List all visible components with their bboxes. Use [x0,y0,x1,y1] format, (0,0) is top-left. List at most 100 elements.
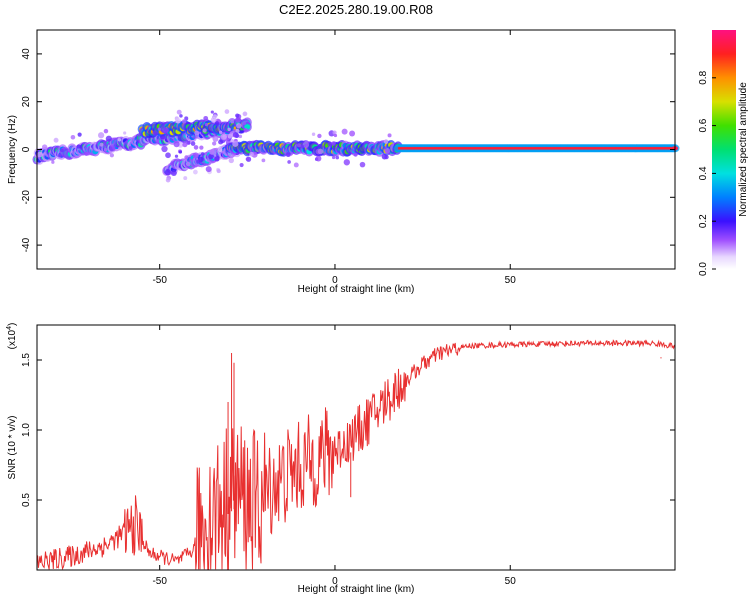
spectrogram-speckle [230,119,235,124]
spectrogram-speckle [186,140,191,145]
spectrogram-speckle [182,142,188,148]
spectrogram-speckle [179,114,183,118]
snr-scale-suffix: ) [7,323,18,326]
spectrogram-speckle [178,150,183,154]
snr-ylabel: SNR (10 * v/v) [7,416,18,480]
spectrogram-speckle [384,148,391,154]
spectrogram-speckle [109,145,116,152]
snr-ytick-label: 0.5 [21,493,32,507]
colorbar-tick-label: 0.6 [698,118,709,132]
spectrogram-speckle [70,134,76,140]
spectrogram-marks [32,109,680,183]
spectrogram-speckle [208,153,214,160]
spectrogram-carrier-line [398,147,675,150]
spectrogram-speckle [128,146,133,150]
spectrogram-ytick-label: 40 [21,48,32,60]
spectrogram-speckle [245,157,250,161]
snr-xtick-label: 0 [332,576,338,587]
spectrogram-speckle [300,144,305,149]
spectrogram-speckle [227,134,233,139]
snr-scale-prefix: (x10 [7,329,18,349]
spectrogram-speckle [99,142,104,147]
spectrogram-speckle [199,145,204,150]
spectrogram-speckle [228,157,234,164]
spectrogram-speckle [77,132,82,137]
spectrogram-speckle [235,113,240,118]
spectrogram-speckle [331,155,336,160]
colorbar-gradient [712,30,736,269]
spectrogram-ytick-label: 0 [21,146,32,152]
spectrogram-speckle [41,144,48,150]
snr-ytick-label: 1.5 [21,353,32,367]
spectrogram-speckle [261,158,266,163]
spectrogram-speckle [174,154,179,158]
colorbar-tick-label: 0.8 [698,70,709,84]
spectrogram-speckle [214,156,220,162]
colorbar-ticks: 0.0 0.2 0.4 0.6 0.8 [698,70,716,276]
spectrogram-speckle [170,161,175,166]
spectrogram-speckle [232,140,239,147]
spectrogram-ylabel: Frequency (Hz) [7,115,18,184]
spectrogram-speckle [204,122,208,127]
spectrogram-speckle [216,169,221,174]
spectrogram-speckle [296,143,301,148]
spectrogram-speckle [239,162,244,168]
spectrogram-speckle [203,115,209,121]
spectrogram-speckle [85,151,90,156]
spectrogram-speckle [152,130,159,137]
spectrogram-speckle [333,133,338,138]
spectrogram-speckle [220,133,227,141]
spectrogram-speckle [193,169,198,175]
spectrogram-speckle [123,131,127,135]
spectrogram-speckle [232,132,239,138]
spectrogram-speckle [170,169,177,177]
spectrogram-xtick-label: 50 [505,275,517,286]
snr-marks [36,339,676,571]
colorbar-label: Normalized spectral amplitude [738,82,749,217]
spectrogram-speckle [53,137,59,143]
spectrogram-speckle [109,153,115,158]
snr-frame [36,324,676,571]
spectrogram-speckle [224,109,230,114]
spectrogram-speckle [194,130,200,136]
colorbar-tick-label: 0.0 [698,262,709,276]
spectrogram-ytick-label: 20 [21,96,32,108]
spectrogram-speckle [343,159,350,166]
spectrogram-speckle [192,152,199,159]
spectrogram-speckle [311,132,316,136]
spectrogram-speckle [238,134,243,139]
spectrogram-speckle [212,141,217,146]
spectrogram-speckle [162,127,169,133]
spectrogram-speckle [359,161,366,168]
spectrogram-speckle [173,141,180,148]
spectrogram-speckle [353,152,358,157]
snr-xtick-label: 50 [505,576,517,587]
spectrogram-speckle [118,146,123,151]
colorbar-tick-label: 0.4 [698,166,709,180]
snr-panel: -50 0 50 0.5 1.0 1.5 Height of straight line … [6,323,676,595]
spectrogram-speckle [236,123,242,129]
spectrogram-speckle [181,119,187,124]
spectrogram-speckle [214,121,220,126]
spectrogram-speckle [212,136,219,142]
spectrogram-speckle [217,147,223,153]
spectrogram-speckle [349,130,356,137]
spectrogram-speckle [165,152,171,159]
spectrogram-speckle [387,133,392,138]
snr-series-line [36,339,676,571]
spectrogram-speckle [164,169,172,176]
snr-xtick-label: -50 [152,576,167,587]
colorbar-tick-label: 0.2 [698,214,709,228]
spectrogram-speckle [317,148,324,155]
spectrogram-speckle [335,155,340,160]
spectrogram-xtick-label: -50 [152,275,167,286]
spectrogram-speckle [155,139,160,143]
snr-scale-exponent: 4 [6,326,13,330]
spectrogram-speckle [103,128,109,134]
spectrogram-speckle [176,109,182,115]
snr-ytick-label: 1.0 [21,423,32,437]
spectrogram-speckle [212,114,218,119]
spectrogram-speckle [184,155,189,160]
spectrogram-xtick-label: 0 [332,275,338,286]
